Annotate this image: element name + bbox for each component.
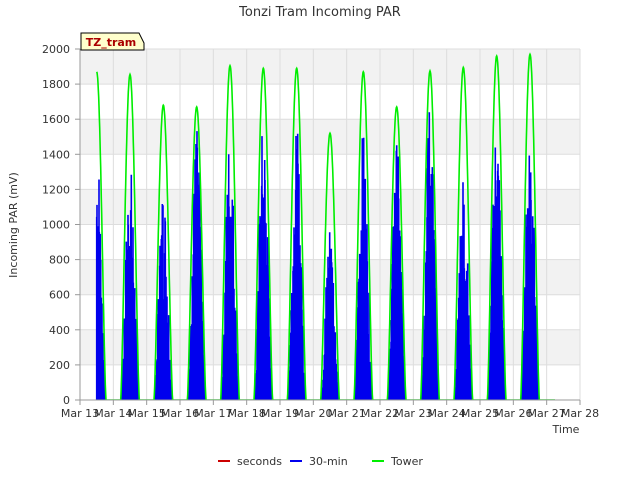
x-tick-label: Mar 15 [128, 407, 166, 420]
x-tick-label: Mar 23 [394, 407, 432, 420]
y-tick-label: 0 [63, 394, 70, 407]
background-band [80, 49, 580, 85]
x-axis-label: Time [552, 423, 580, 436]
annotation-tag: TZ_tram [80, 32, 145, 51]
x-tick-label: Mar 28 [561, 407, 599, 420]
y-tick-label: 400 [49, 324, 70, 337]
x-tick-label: Mar 13 [61, 407, 99, 420]
x-tick-label: Mar 19 [261, 407, 299, 420]
y-axis-label: Incoming PAR (mV) [7, 172, 20, 278]
y-tick-label: 1400 [42, 148, 70, 161]
legend-label-2: Tower [390, 455, 423, 468]
x-tick-label: Mar 14 [94, 407, 132, 420]
y-tick-label: 1600 [42, 113, 70, 126]
x-tick-label: Mar 16 [161, 407, 199, 420]
y-tick-label: 600 [49, 289, 70, 302]
x-tick-label: Mar 18 [228, 407, 266, 420]
y-tick-label: 2000 [42, 43, 70, 56]
legend: seconds 30-min Tower [218, 455, 423, 468]
x-tick-label: Mar 21 [328, 407, 366, 420]
x-tick-label: Mar 17 [194, 407, 232, 420]
x-tick-label: Mar 22 [361, 407, 399, 420]
background-band [80, 189, 580, 225]
x-tick-label: Mar 24 [428, 407, 466, 420]
x-tick-label: Mar 20 [294, 407, 332, 420]
legend-label-1: 30-min [309, 455, 348, 468]
y-tick-label: 800 [49, 254, 70, 267]
y-tick-label: 1200 [42, 183, 70, 196]
chart-title: Tonzi Tram Incoming PAR [238, 5, 401, 20]
series-tower-line [95, 52, 555, 400]
x-tick-label: Mar 26 [494, 407, 532, 420]
axes: 0 200 400 600 800 1000 1200 1400 1600 1800 2000 Mar… [42, 43, 599, 420]
x-tick-label: Mar 27 [528, 407, 566, 420]
legend-label-0: seconds [237, 455, 282, 468]
y-tick-label: 1800 [42, 78, 70, 91]
y-tick-label: 1000 [42, 219, 70, 232]
y-tick-label: 200 [49, 359, 70, 372]
background-band [80, 119, 580, 155]
annotation-tag-text: TZ_tram [86, 36, 137, 49]
x-tick-label: Mar 25 [461, 407, 499, 420]
